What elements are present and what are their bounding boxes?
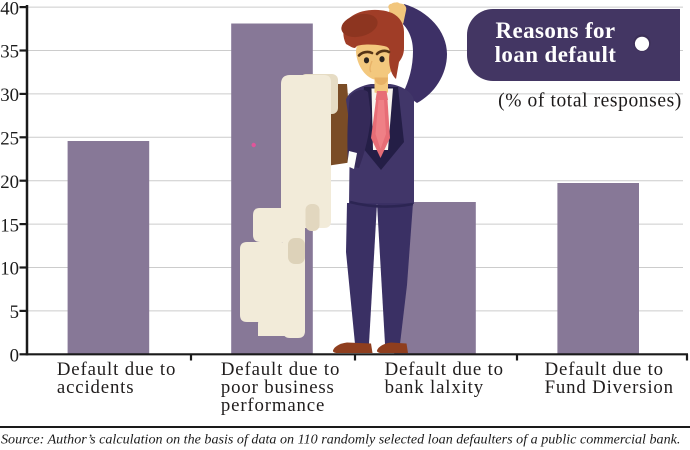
svg-text:Default due to: Default due to — [57, 359, 176, 380]
svg-text:Source: Author’s calculation o: Source: Author’s calculation on the basi… — [1, 432, 680, 448]
svg-text:10: 10 — [0, 259, 19, 280]
svg-text:30: 30 — [0, 85, 19, 106]
svg-text:poor business: poor business — [221, 377, 335, 398]
svg-text:25: 25 — [0, 129, 19, 150]
svg-text:0: 0 — [10, 346, 19, 367]
svg-text:Fund Diversion: Fund Diversion — [545, 377, 674, 398]
svg-text:(% of total responses): (% of total responses) — [498, 91, 682, 112]
svg-text:accidents: accidents — [57, 377, 135, 398]
svg-text:Default due to: Default due to — [385, 359, 504, 380]
svg-text:20: 20 — [0, 172, 19, 193]
svg-text:35: 35 — [0, 42, 19, 63]
svg-text:performance: performance — [221, 395, 325, 416]
svg-text:loan default: loan default — [495, 42, 617, 67]
svg-text:Reasons for: Reasons for — [495, 18, 615, 43]
svg-text:Default due to: Default due to — [221, 359, 340, 380]
svg-text:5: 5 — [10, 302, 19, 323]
svg-text:40: 40 — [0, 0, 19, 19]
svg-text:bank lalxity: bank lalxity — [385, 377, 484, 398]
svg-text:15: 15 — [0, 215, 19, 236]
svg-text:Default due to: Default due to — [545, 359, 664, 380]
